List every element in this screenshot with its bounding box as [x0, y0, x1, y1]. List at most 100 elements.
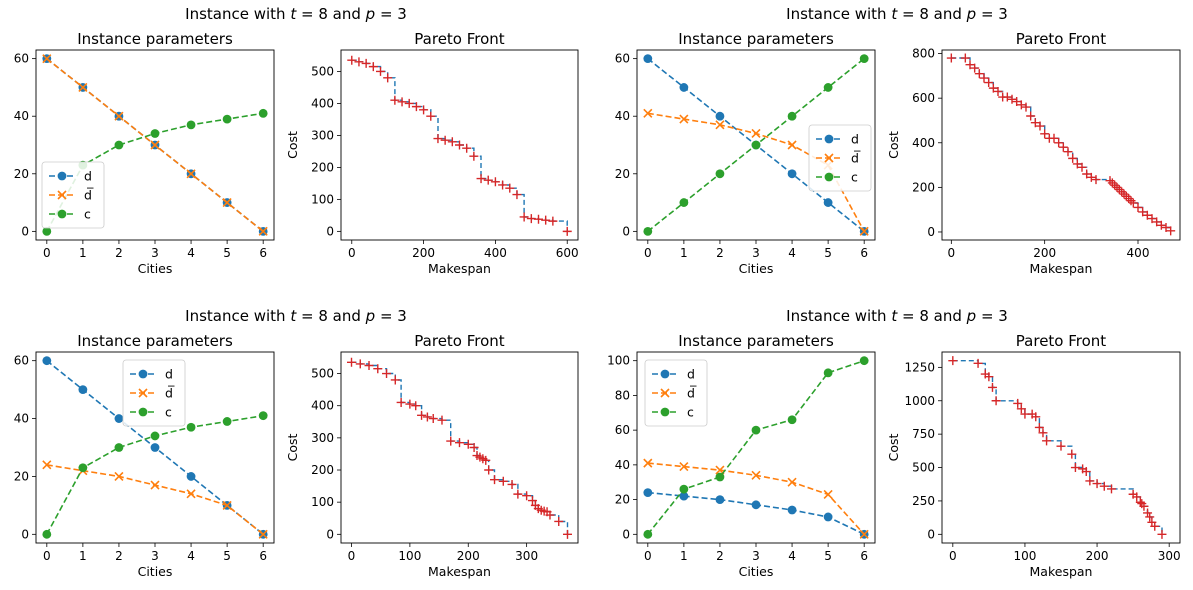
y-tick-label: 80: [615, 388, 630, 402]
pareto-point: [1007, 94, 1017, 104]
plot-area: [42, 356, 268, 539]
legend-label: c: [165, 405, 172, 420]
data-point: [859, 54, 869, 64]
pareto-point: [1070, 463, 1080, 473]
x-tick-label: 200: [412, 246, 435, 260]
pareto-point: [1132, 492, 1142, 502]
data-point: [78, 385, 88, 395]
pareto-point: [1082, 169, 1092, 179]
data-point: [114, 471, 124, 482]
data-point: [42, 226, 52, 236]
pareto-point: [522, 491, 532, 501]
chart-title: Pareto Front: [414, 30, 505, 48]
pareto-point: [483, 175, 493, 185]
data-point: [186, 169, 196, 179]
pareto-point: [513, 489, 523, 499]
pareto-point: [1156, 220, 1166, 230]
pareto-point: [1105, 176, 1115, 186]
x-tick-label: 1: [79, 549, 87, 563]
pareto-point: [1112, 182, 1122, 192]
legend-label: d: [165, 367, 173, 382]
x-tick-label: 6: [860, 246, 868, 260]
pareto-point: [1016, 100, 1026, 110]
data-point: [42, 356, 52, 366]
legend-label: c: [687, 405, 694, 420]
data-point: [42, 54, 52, 64]
pareto-point: [1119, 189, 1129, 199]
data-point: [859, 529, 869, 539]
x-tick-label: 100: [1013, 549, 1036, 563]
pareto-point: [1013, 398, 1023, 408]
legend: d d̅ c: [122, 359, 186, 427]
pareto-point: [946, 53, 956, 63]
x-tick-label: 3: [752, 549, 760, 563]
data-point: [643, 529, 653, 539]
pareto-point: [1031, 412, 1041, 422]
y-axis-label: Cost: [886, 131, 901, 159]
y-tick-label: 400: [311, 96, 334, 110]
y-tick-label: 60: [615, 423, 630, 437]
x-tick-label: 1: [680, 246, 688, 260]
data-point: [679, 114, 689, 124]
plot-area: [948, 356, 1167, 539]
data-point: [150, 480, 160, 490]
x-tick-label: 0: [43, 549, 51, 563]
pareto-point: [973, 358, 983, 368]
pareto-point: [1133, 202, 1143, 212]
plot-area: [643, 54, 869, 236]
pareto-point: [505, 183, 515, 193]
y-tick-label: 0: [326, 224, 334, 238]
pareto-point: [417, 410, 427, 420]
pareto-point: [984, 78, 994, 88]
pareto-point: [1117, 187, 1127, 197]
pareto-point: [382, 369, 392, 379]
x-tick-label: 600: [556, 246, 579, 260]
x-tick-label: 100: [398, 549, 421, 563]
y-tick-label: 200: [912, 180, 935, 194]
pareto-point: [404, 98, 414, 108]
pareto-point: [1081, 467, 1091, 477]
pareto-point: [1012, 97, 1022, 107]
legend-marker: [660, 407, 670, 417]
pareto-point: [965, 60, 975, 70]
legend-marker: [57, 209, 67, 219]
x-tick-label: 3: [151, 246, 159, 260]
data-point: [787, 169, 797, 179]
y-tick-label: 250: [912, 494, 935, 508]
y-tick-label: 60: [14, 52, 29, 66]
pareto-point: [1086, 172, 1096, 182]
data-point: [679, 491, 689, 501]
x-tick-label: 2: [115, 549, 123, 563]
pareto-point: [1157, 529, 1167, 539]
pareto-point: [469, 443, 479, 452]
x-tick-label: 4: [187, 246, 195, 260]
data-point: [787, 477, 797, 487]
data-point: [258, 226, 268, 236]
x-tick-label: 400: [484, 246, 507, 260]
pareto-point: [383, 73, 393, 83]
x-axis-label: Cities: [739, 261, 774, 276]
data-point: [114, 443, 124, 452]
x-tick-label: 0: [644, 549, 652, 563]
legend-label: d̅: [851, 150, 861, 165]
data-point: [679, 484, 689, 494]
pareto-point: [1106, 484, 1116, 494]
pareto-point: [498, 180, 508, 190]
data-point: [823, 368, 833, 378]
legend-label: d: [851, 132, 859, 147]
pareto-point: [1092, 479, 1102, 489]
pareto-point: [498, 476, 508, 486]
axes-frame: [636, 351, 876, 544]
axes-frame: [340, 49, 579, 241]
pareto-point: [519, 212, 529, 222]
pareto-point: [411, 102, 421, 112]
x-axis-label: Makespan: [1030, 261, 1093, 276]
legend-marker: [57, 171, 67, 181]
y-axis-label: Cost: [285, 434, 300, 462]
x-tick-label: 300: [515, 549, 538, 563]
pareto-point: [1054, 138, 1064, 148]
chart-title: Instance parameters: [678, 332, 834, 350]
data-point: [823, 198, 833, 207]
pareto-point: [1035, 121, 1045, 131]
